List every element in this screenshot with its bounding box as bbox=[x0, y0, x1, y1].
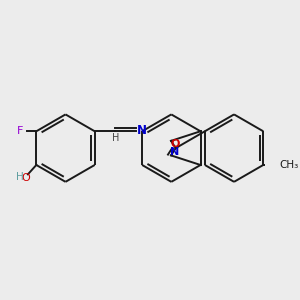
Text: O: O bbox=[170, 139, 180, 149]
Text: O: O bbox=[22, 172, 30, 183]
Text: N: N bbox=[170, 147, 179, 157]
Text: H: H bbox=[16, 172, 24, 182]
Text: F: F bbox=[17, 126, 24, 136]
Text: CH₃: CH₃ bbox=[280, 160, 299, 170]
Text: H: H bbox=[112, 133, 119, 143]
Text: N: N bbox=[136, 124, 146, 137]
